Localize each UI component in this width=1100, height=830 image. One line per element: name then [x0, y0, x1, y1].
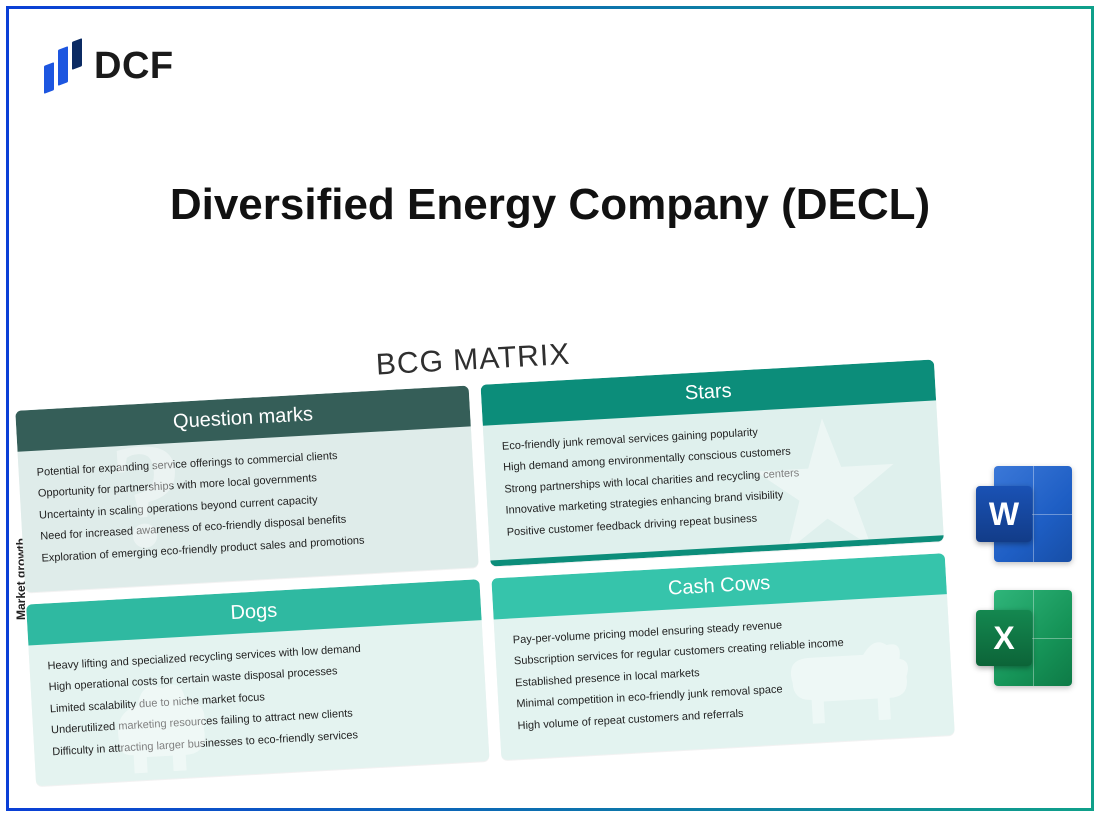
quadrant-stars: Stars Eco-friendly junk removal services… — [481, 359, 944, 566]
logo-text: DCF — [94, 45, 174, 88]
quadrant-dogs: Dogs Heavy lifting and specialized recyc… — [26, 579, 489, 786]
excel-letter: X — [976, 610, 1032, 666]
app-icons: W X — [976, 466, 1072, 686]
matrix-grid: ? Question marks Potential for expanding… — [15, 359, 955, 786]
word-icon[interactable]: W — [976, 466, 1072, 562]
bcg-matrix: BCG MATRIX ? Question marks Potential fo… — [13, 320, 957, 830]
quadrant-body: Eco-friendly junk removal services gaini… — [483, 400, 944, 558]
quadrant-body: Heavy lifting and specialized recycling … — [28, 620, 489, 778]
quadrant-question-marks: ? Question marks Potential for expanding… — [15, 385, 478, 592]
page-title: Diversified Energy Company (DECL) — [0, 180, 1100, 230]
brand-logo: DCF — [44, 36, 174, 96]
quadrant-body: Potential for expanding service offering… — [18, 426, 479, 584]
quadrant-cash-cows: Cash Cows Pay-per-volume pricing model e… — [491, 553, 954, 760]
quadrant-body: Pay-per-volume pricing model ensuring st… — [494, 594, 955, 752]
excel-icon[interactable]: X — [976, 590, 1072, 686]
logo-bars-icon — [44, 36, 84, 96]
word-letter: W — [976, 486, 1032, 542]
